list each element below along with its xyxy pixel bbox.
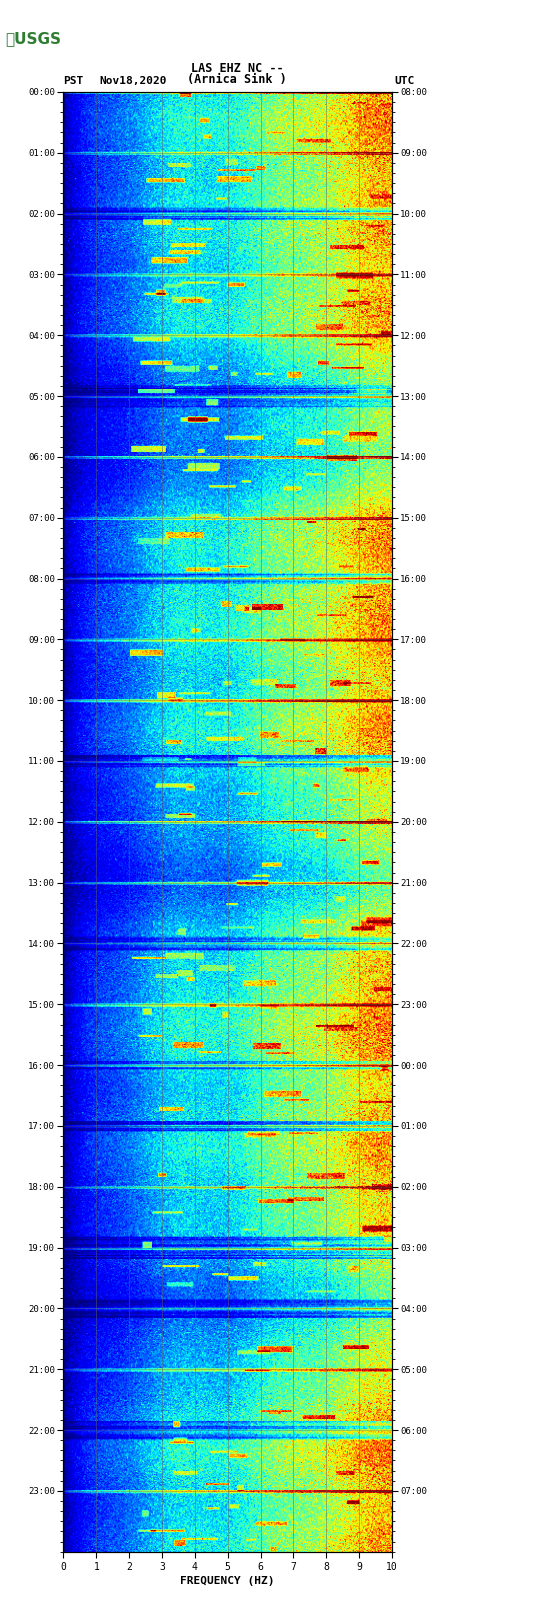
X-axis label: FREQUENCY (HZ): FREQUENCY (HZ) — [181, 1576, 275, 1586]
Text: PST: PST — [63, 76, 84, 85]
Text: UTC: UTC — [395, 76, 415, 85]
Text: LAS EHZ NC --: LAS EHZ NC -- — [191, 61, 284, 76]
Text: Nov18,2020: Nov18,2020 — [99, 76, 167, 85]
Text: (Arnica Sink ): (Arnica Sink ) — [188, 73, 287, 85]
Text: ⛰USGS: ⛰USGS — [6, 31, 61, 47]
